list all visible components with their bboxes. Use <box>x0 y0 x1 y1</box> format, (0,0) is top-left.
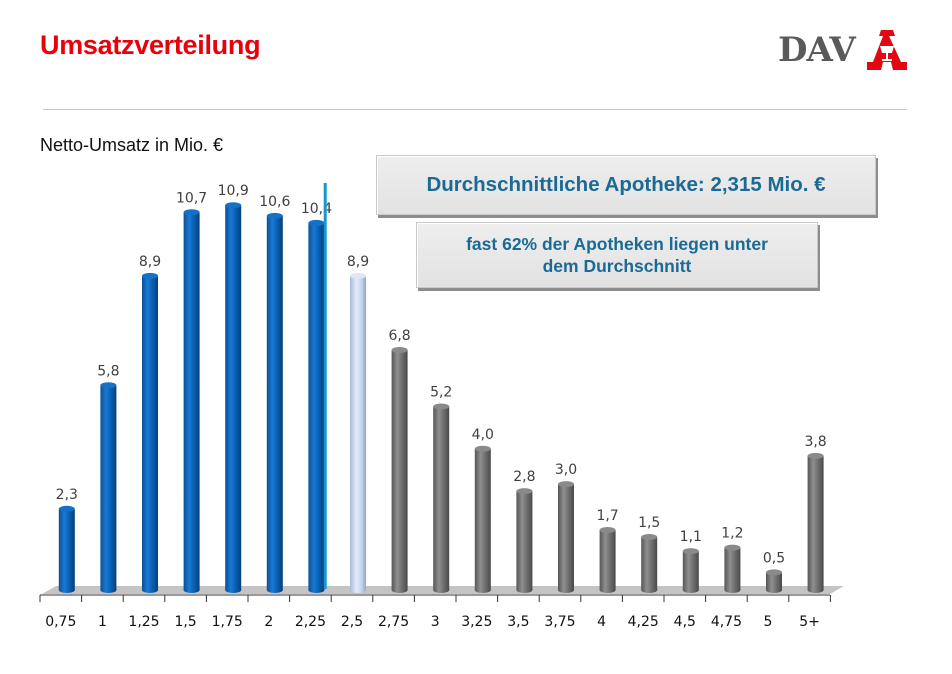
bar <box>516 488 533 593</box>
x-tick-label: 3,25 <box>461 614 492 630</box>
x-tick-label: 2,5 <box>341 614 363 630</box>
x-tick-label: 1,5 <box>174 614 196 630</box>
bar-value-label: 8,9 <box>347 254 369 270</box>
bar <box>682 548 699 593</box>
bar-value-label: 10,9 <box>218 183 249 199</box>
bar-value-label: 1,2 <box>721 526 743 542</box>
bar <box>558 481 574 593</box>
bar <box>225 202 242 593</box>
bar-value-label: 10,6 <box>259 194 290 210</box>
x-tick-label: 2 <box>264 614 273 630</box>
x-tick-label: 3 <box>431 614 440 630</box>
apotheke-a-icon <box>866 30 907 70</box>
bar <box>599 526 616 593</box>
x-tick-label: 5 <box>764 614 773 630</box>
average-annotation-text: Durchschnittliche Apotheke: 2,315 Mio. € <box>426 173 826 196</box>
x-tick-label: 1,75 <box>212 614 243 630</box>
x-tick-label: 4,5 <box>674 614 696 630</box>
bar <box>724 544 741 593</box>
bar <box>433 403 450 593</box>
x-tick-label: 4,25 <box>628 614 659 630</box>
bar-value-label: 5,2 <box>430 384 452 400</box>
header-divider <box>43 109 907 110</box>
bar <box>100 382 117 593</box>
bar <box>474 445 491 593</box>
x-tick-label: 2,25 <box>295 614 326 630</box>
x-tick-label: 5+ <box>799 614 820 630</box>
bar-value-label: 3,0 <box>555 462 577 478</box>
bar-value-label: 0,5 <box>763 550 785 566</box>
x-tick-label: 0,75 <box>45 614 76 630</box>
bar <box>266 212 283 593</box>
bar <box>641 534 658 593</box>
page-title: Umsatzverteilung <box>40 30 261 60</box>
x-tick-label: 2,75 <box>378 614 409 630</box>
bar-value-label: 5,8 <box>97 363 119 379</box>
bar-value-label: 4,0 <box>472 427 494 443</box>
average-annotation-box: Durchschnittliche Apotheke: 2,315 Mio. € <box>376 155 876 215</box>
dav-logo: DAV <box>778 26 909 74</box>
bar-value-label: 2,8 <box>513 469 535 485</box>
bar <box>391 346 408 593</box>
bar <box>350 272 366 593</box>
below-average-line1: fast 62% der Apotheken liegen unter <box>466 234 768 254</box>
bar <box>807 452 824 593</box>
below-average-line2: dem Durchschnitt <box>542 256 692 276</box>
logo-text: DAV <box>778 30 856 70</box>
x-tick-label: 4,75 <box>711 614 742 630</box>
bar <box>766 569 782 593</box>
bar-value-label: 10,4 <box>301 201 332 217</box>
bar <box>308 219 325 593</box>
bar-value-label: 6,8 <box>388 328 410 344</box>
bar <box>142 272 158 593</box>
x-tick-label: 4 <box>597 614 606 630</box>
x-tick-label: 1,25 <box>128 614 159 630</box>
bar-value-label: 2,3 <box>56 487 78 503</box>
bar-value-label: 1,1 <box>680 529 702 545</box>
bar-value-label: 8,9 <box>139 254 161 270</box>
y-axis-label: Netto-Umsatz in Mio. € <box>40 135 224 155</box>
x-tick-label: 3,5 <box>507 614 529 630</box>
bar <box>183 209 200 593</box>
x-tick-label: 3,75 <box>544 614 575 630</box>
bar-value-label: 1,7 <box>596 508 618 524</box>
bar-value-label: 10,7 <box>176 190 207 206</box>
bar-value-label: 1,5 <box>638 515 660 531</box>
below-average-annotation-box: fast 62% der Apotheken liegen unter dem … <box>416 222 818 288</box>
bar-value-label: 3,8 <box>804 434 826 450</box>
x-tick-label: 1 <box>98 614 107 630</box>
bar <box>58 505 75 593</box>
